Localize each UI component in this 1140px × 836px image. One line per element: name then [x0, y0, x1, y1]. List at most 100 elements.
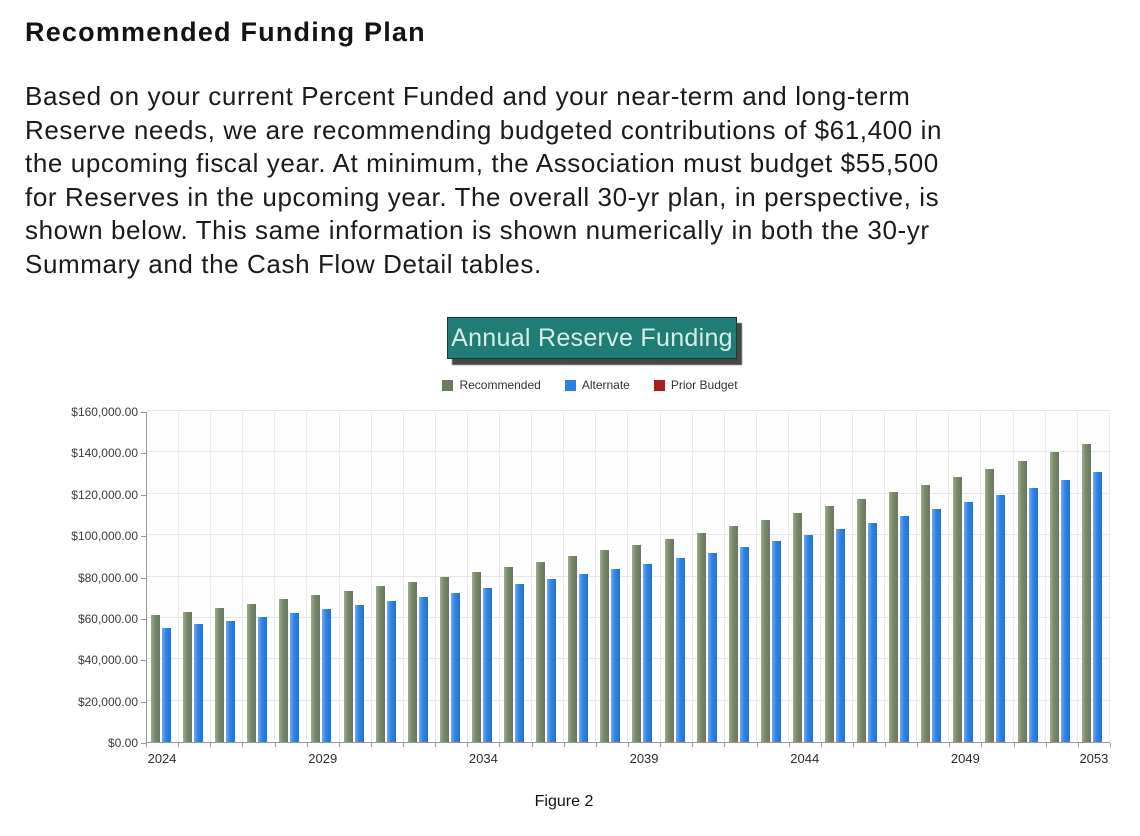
x-axis-tick: [306, 743, 308, 747]
bar-recommended-2046: [857, 499, 867, 742]
bar-recommended-2041: [696, 532, 706, 742]
legend-item-recommended: Recommended: [442, 378, 541, 392]
x-axis-tick: [210, 743, 212, 747]
bar-alternate-2042: [739, 547, 749, 742]
bar-group-2051: [1014, 412, 1046, 742]
y-axis-tick: [141, 660, 146, 662]
gridline: [147, 451, 1110, 453]
bar-recommended-2047: [889, 492, 899, 742]
page-title: Recommended Funding Plan: [25, 17, 426, 47]
chart-plot-area: [146, 410, 1110, 743]
bar-group-2039: [628, 412, 661, 742]
bars-row: [147, 412, 1110, 742]
y-axis-label: $160,000.00: [71, 405, 138, 419]
recommended-swatch-icon: [442, 379, 454, 391]
gridline: [147, 410, 1110, 411]
bar-alternate-2027: [258, 617, 268, 742]
bar-recommended-2052: [1049, 452, 1059, 742]
bar-recommended-2038: [600, 550, 610, 742]
x-axis-tick: [595, 743, 597, 747]
bar-recommended-2027: [247, 603, 257, 742]
y-axis-label: $0.00: [107, 736, 138, 750]
x-axis-tick: [724, 743, 726, 747]
y-axis-label: $120,000.00: [71, 487, 138, 502]
gridline: [147, 575, 1110, 577]
bar-recommended-2033: [439, 576, 449, 742]
bar-alternate-2043: [771, 541, 781, 742]
bar-alternate-2051: [1028, 487, 1038, 742]
x-axis-tick: [435, 743, 437, 747]
bar-group-2025: [179, 412, 212, 742]
bar-recommended-2040: [664, 538, 674, 742]
bar-recommended-2036: [536, 561, 546, 742]
gridline: [147, 616, 1110, 618]
x-axis-tick: [563, 743, 565, 747]
bar-alternate-2025: [194, 624, 204, 742]
bar-group-2045: [821, 412, 854, 742]
bar-alternate-2052: [1060, 480, 1070, 742]
bar-recommended-2044: [792, 513, 802, 742]
y-axis-tick: [141, 577, 146, 579]
bar-group-2024: [147, 412, 180, 742]
bar-group-2053: [1078, 412, 1110, 742]
bar-alternate-2038: [611, 568, 621, 742]
bar-group-2038: [596, 412, 629, 742]
x-axis-tick: [242, 743, 244, 747]
legend-label: Alternate: [581, 378, 630, 392]
bar-alternate-2046: [868, 522, 878, 742]
bar-alternate-2035: [515, 583, 525, 742]
x-axis-tick: [692, 743, 694, 747]
bar-alternate-2047: [900, 516, 910, 742]
bar-recommended-2049: [953, 476, 963, 742]
x-axis-label: 2029: [308, 751, 338, 766]
x-axis-label: 2024: [147, 751, 177, 766]
chart-title: Annual Reserve Funding: [451, 323, 733, 352]
figure-caption: Figure 2: [534, 793, 594, 810]
bar-group-2044: [789, 412, 821, 742]
y-axis-label: $80,000.00: [77, 570, 138, 585]
bar-group-2050: [981, 412, 1014, 742]
intro-paragraph: Based on your current Percent Funded and…: [25, 81, 943, 279]
legend-item-alternate: Alternate: [564, 378, 630, 392]
bar-group-2026: [211, 412, 244, 742]
x-axis-tick: [981, 743, 983, 747]
bar-alternate-2039: [643, 563, 653, 742]
bar-alternate-2034: [482, 588, 492, 742]
bar-group-2043: [757, 412, 789, 742]
bar-group-2028: [275, 412, 308, 742]
bar-group-2041: [693, 412, 725, 742]
bar-alternate-2040: [675, 558, 685, 742]
x-axis-tick: [499, 743, 501, 747]
x-axis-tick: [949, 743, 951, 747]
bar-alternate-2024: [162, 627, 171, 742]
gridline: [147, 699, 1110, 701]
x-axis-tick: [917, 743, 919, 747]
bar-alternate-2029: [322, 609, 332, 742]
x-axis-tick: [338, 743, 340, 747]
bar-group-2030: [340, 412, 372, 742]
x-axis-tick: [178, 743, 180, 747]
bar-alternate-2032: [418, 597, 428, 742]
y-axis-tick: [141, 618, 146, 620]
bar-group-2040: [661, 412, 693, 742]
y-axis-tick: [141, 494, 146, 496]
x-axis-tick: [628, 743, 629, 747]
x-axis-tick: [274, 743, 276, 747]
gridline: [147, 658, 1110, 660]
x-axis-tick: [788, 743, 790, 747]
bar-alternate-2033: [450, 592, 460, 742]
bar-recommended-2053: [1081, 443, 1091, 742]
x-axis-tick: [403, 743, 405, 747]
bar-alternate-2041: [707, 552, 717, 742]
bar-alternate-2031: [386, 601, 396, 742]
x-axis-tick: [146, 743, 147, 747]
x-axis-tick: [467, 743, 469, 747]
x-axis-label: 2034: [468, 751, 498, 766]
x-axis-tick: [885, 743, 887, 747]
bar-recommended-2043: [760, 519, 770, 742]
bar-chart: $0.00 $20,000.00 $40,000.00 $60,000.00 $80,0…: [0, 400, 1140, 780]
bar-group-2042: [725, 412, 757, 742]
bar-recommended-2025: [183, 611, 193, 742]
bar-alternate-2053: [1092, 472, 1102, 742]
